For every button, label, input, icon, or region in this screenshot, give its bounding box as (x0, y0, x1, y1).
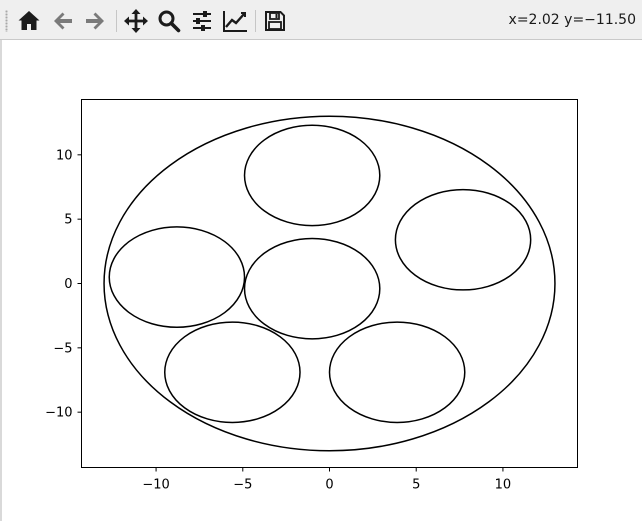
configure-subplots-button[interactable] (187, 6, 217, 36)
edit-axis-button[interactable] (220, 6, 250, 36)
x-tick-label: 0 (325, 478, 333, 493)
inner-circle-line-3 (108, 226, 246, 328)
save-button[interactable] (260, 6, 290, 36)
x-tick-label: −5 (233, 478, 252, 493)
plot-axes[interactable]: −10 −5 0 5 10 −10 −5 0 5 10 (45, 99, 578, 493)
home-button[interactable] (14, 6, 44, 36)
arrow-right-icon (86, 12, 104, 30)
line-chart-icon (223, 11, 247, 32)
figure-canvas[interactable]: −10 −5 0 5 10 −10 −5 0 5 10 (0, 40, 642, 521)
axes-frame (81, 99, 578, 468)
inner-circle-line-1 (243, 124, 381, 227)
x-tick-label: 5 (412, 478, 420, 493)
toolbar-separator (255, 10, 256, 32)
y-tick-label: −5 (53, 341, 72, 356)
pan-button[interactable] (121, 6, 151, 36)
home-icon (18, 11, 40, 30)
y-tick-label: 10 (56, 148, 73, 163)
inner-circle-line-4 (243, 237, 381, 340)
y-tick-label: 0 (64, 277, 72, 292)
magnifier-icon (158, 10, 181, 33)
toolbar-grip[interactable] (5, 10, 8, 32)
inner-circle-line-2 (394, 188, 532, 291)
inner-circle-line-6 (328, 321, 466, 424)
inner-circle-line-5 (163, 321, 301, 424)
forward-button[interactable] (80, 6, 110, 36)
zoom-button[interactable] (154, 6, 184, 36)
sliders-icon (193, 11, 211, 31)
move-icon (124, 9, 148, 33)
cursor-coordinates: x=2.02 y=−11.50 (508, 12, 636, 28)
navigation-toolbar: x=2.02 y=−11.50 (0, 0, 642, 40)
outer-circle-line (103, 115, 556, 452)
arrow-left-icon (54, 12, 72, 30)
x-tick-label: −10 (142, 478, 169, 493)
floppy-disk-icon (265, 11, 285, 31)
y-tick-label: 5 (64, 213, 72, 228)
back-button[interactable] (48, 6, 78, 36)
x-tick-label: 10 (495, 478, 512, 493)
y-tick-label: −10 (45, 406, 72, 421)
toolbar-separator (116, 10, 117, 32)
window-left-edge (0, 40, 2, 521)
